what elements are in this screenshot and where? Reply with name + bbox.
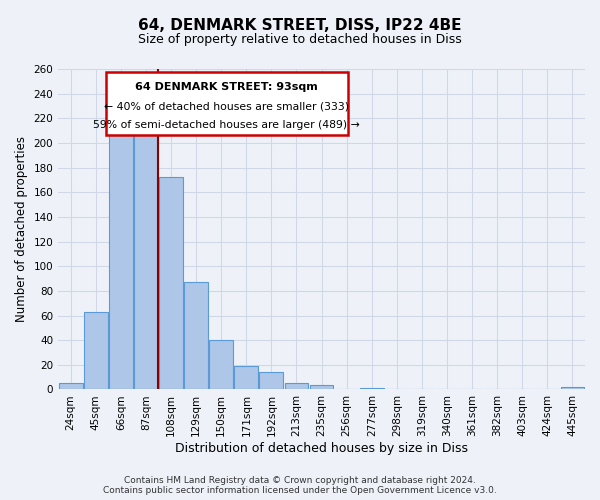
FancyBboxPatch shape xyxy=(106,72,348,134)
Bar xyxy=(184,282,208,390)
X-axis label: Distribution of detached houses by size in Diss: Distribution of detached houses by size … xyxy=(175,442,468,455)
Text: Contains public sector information licensed under the Open Government Licence v3: Contains public sector information licen… xyxy=(103,486,497,495)
Text: Size of property relative to detached houses in Diss: Size of property relative to detached ho… xyxy=(138,32,462,46)
Text: 64, DENMARK STREET, DISS, IP22 4BE: 64, DENMARK STREET, DISS, IP22 4BE xyxy=(138,18,462,32)
Bar xyxy=(235,366,258,390)
Text: Contains HM Land Registry data © Crown copyright and database right 2024.: Contains HM Land Registry data © Crown c… xyxy=(124,476,476,485)
Bar xyxy=(259,372,283,390)
Bar xyxy=(360,388,383,390)
Bar xyxy=(109,134,133,390)
Bar xyxy=(209,340,233,390)
Bar xyxy=(59,384,83,390)
Bar xyxy=(310,384,334,390)
Y-axis label: Number of detached properties: Number of detached properties xyxy=(15,136,28,322)
Text: 64 DENMARK STREET: 93sqm: 64 DENMARK STREET: 93sqm xyxy=(136,82,318,92)
Bar xyxy=(159,178,183,390)
Bar xyxy=(84,312,108,390)
Text: 59% of semi-detached houses are larger (489) →: 59% of semi-detached houses are larger (… xyxy=(94,120,360,130)
Bar xyxy=(134,127,158,390)
Text: ← 40% of detached houses are smaller (333): ← 40% of detached houses are smaller (33… xyxy=(104,101,349,111)
Bar xyxy=(560,387,584,390)
Bar xyxy=(284,384,308,390)
